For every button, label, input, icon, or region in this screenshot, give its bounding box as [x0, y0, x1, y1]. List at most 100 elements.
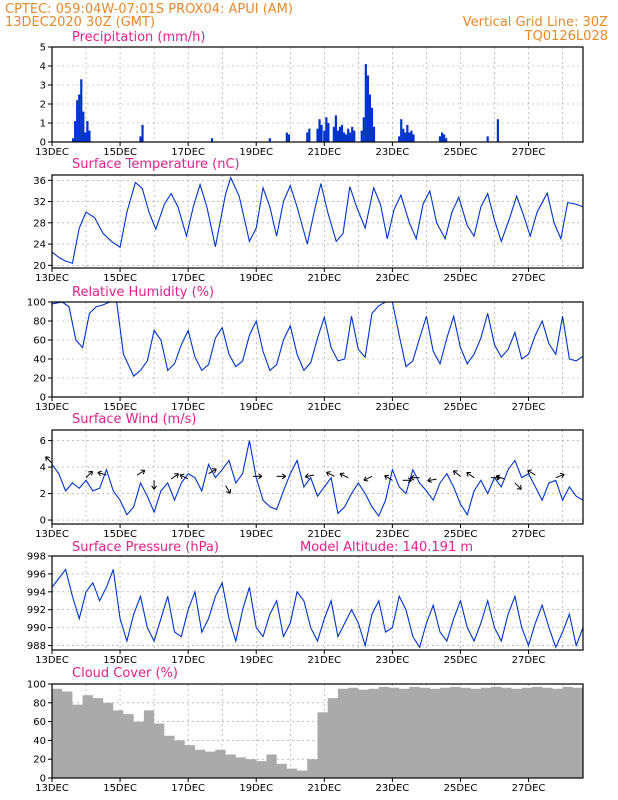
- wind-arrow: [45, 456, 53, 464]
- y-tick-label: 40: [33, 736, 46, 747]
- y-tick-label: 40: [33, 355, 46, 366]
- y-tick-label: 100: [27, 298, 46, 309]
- x-tick-label: 15DEC: [103, 783, 137, 794]
- cloud-cover-area: [52, 686, 583, 778]
- wind-arrow: [252, 473, 263, 480]
- x-tick-label: 21DEC: [307, 529, 341, 540]
- x-tick-label: 19DEC: [239, 783, 273, 794]
- y-tick-label: 80: [33, 698, 46, 709]
- precip-bar: [336, 130, 340, 142]
- cloud-cover-plot: 0 20 40 60 80 100 13DEC 15DEC 17DEC 19DEC 21DEC 23D…: [27, 680, 584, 794]
- header-date: 13DEC2020 30Z (GMT): [5, 15, 155, 30]
- cloud-cover-panel: Cloud Cover (%) 0 20 40 60 80 100 13DEC 15DEC 17…: [27, 666, 584, 794]
- x-tick-label: 23DEC: [376, 783, 410, 794]
- y-tick-label: 0: [40, 393, 46, 404]
- y-tick-label: 0: [40, 138, 46, 149]
- x-tick-label: 27DEC: [512, 783, 546, 794]
- x-tick-label: 27DEC: [512, 655, 546, 666]
- wind-arrow: [326, 471, 335, 477]
- series-line: [51, 301, 584, 377]
- x-tick-label: 15DEC: [103, 529, 137, 540]
- precip-bar: [351, 126, 354, 142]
- precip-bar: [443, 134, 446, 142]
- series-line: [51, 568, 584, 649]
- precip-bar: [404, 132, 407, 142]
- precip-bar: [364, 64, 367, 142]
- x-tick-label: 17DEC: [171, 655, 205, 666]
- x-tick-label: 21DEC: [307, 655, 341, 666]
- wind-arrow: [527, 469, 536, 476]
- panel-title-temperature: Surface Temperature (nC): [72, 157, 240, 172]
- y-tick-label: 5: [40, 43, 46, 54]
- precip-bar: [86, 121, 89, 142]
- temperature-panel: Surface Temperature (nC) 20 24 28 32 36 13DEC…: [33, 157, 584, 284]
- x-tick-label: 23DEC: [376, 402, 410, 413]
- y-tick-label: 3: [40, 81, 46, 92]
- wind-arrow: [170, 473, 179, 480]
- wind-arrow: [208, 468, 217, 475]
- y-tick-label: 24: [33, 240, 46, 251]
- x-tick-label: 17DEC: [171, 783, 205, 794]
- precip-bar: [496, 119, 500, 142]
- panel-title-precipitation: Precipitation (mm/h): [72, 30, 205, 45]
- precip-bar: [320, 124, 323, 142]
- x-tick-label: 19DEC: [239, 402, 273, 413]
- precip-bar: [338, 126, 342, 142]
- wind-panel: Surface Wind (m/s) 0 2 4 6 13DEC 15DEC 17DEC 19…: [35, 412, 584, 540]
- y-tick-label: 60: [33, 336, 46, 347]
- precip-bar: [349, 132, 352, 142]
- x-tick-label: 25DEC: [444, 147, 478, 158]
- x-tick-label: 23DEC: [376, 273, 410, 284]
- precip-bar: [438, 136, 442, 142]
- precip-bar: [360, 130, 363, 142]
- precip-bar: [287, 134, 291, 142]
- y-tick-label: 2: [40, 489, 46, 500]
- wind-arrow: [384, 474, 393, 481]
- wind-arrow: [363, 475, 373, 482]
- x-tick-label: 15DEC: [103, 273, 137, 284]
- precip-bar: [318, 119, 321, 142]
- precip-bar: [400, 119, 403, 142]
- wind-arrow: [466, 471, 475, 479]
- wind-arrow: [85, 470, 93, 479]
- wind-arrow: [402, 477, 412, 484]
- precip-bar: [76, 100, 79, 142]
- panel-title-pressure: Surface Pressure (hPa): [72, 540, 219, 555]
- wind-arrow: [339, 472, 349, 479]
- y-tick-label: 32: [33, 197, 46, 208]
- wind-arrow: [136, 469, 146, 476]
- wind-arrow: [151, 480, 158, 490]
- y-tick-label: 988: [27, 641, 46, 652]
- plot-frame: [51, 301, 584, 398]
- wind-arrow: [276, 473, 286, 480]
- precip-bar: [366, 75, 369, 142]
- wind-arrow: [514, 482, 522, 490]
- precip-bar: [308, 128, 311, 142]
- y-tick-label: 100: [27, 680, 46, 691]
- precip-bar: [332, 126, 335, 142]
- wind-plot: 0 2 4 6 13DEC 15DEC 17DEC 19DEC 21DEC 23DEC 25DEC 2…: [35, 429, 584, 540]
- precip-bar: [406, 124, 409, 142]
- precip-bar: [268, 138, 271, 142]
- humidity-panel: Relative Humidity (%) 0 20 40 60 80 100 13DEC 1…: [27, 285, 584, 413]
- y-tick-label: 1: [40, 119, 46, 130]
- x-tick-label: 21DEC: [307, 273, 341, 284]
- panel-title-humidity: Relative Humidity (%): [72, 285, 214, 300]
- precip-bar: [325, 117, 328, 142]
- wind-arrow: [410, 474, 420, 481]
- precip-bar: [362, 117, 365, 142]
- y-tick-label: 36: [33, 176, 46, 187]
- plot-frame: [51, 174, 584, 269]
- y-tick-label: 4: [40, 62, 46, 73]
- wind-arrow: [304, 473, 315, 480]
- plot-frame: [51, 429, 584, 525]
- precip-bar: [210, 138, 214, 142]
- x-tick-label: 13DEC: [35, 783, 69, 794]
- wind-arrow: [452, 470, 461, 477]
- y-tick-label: 80: [33, 317, 46, 328]
- wind-arrow: [225, 485, 232, 494]
- temperature-plot: 20 24 28 32 36 13DEC 15DEC 17DEC 19DEC 21DEC 23DEC…: [33, 174, 584, 284]
- header-grid-line: Vertical Grid Line: 30Z: [463, 15, 608, 30]
- wind-arrow: [555, 472, 565, 479]
